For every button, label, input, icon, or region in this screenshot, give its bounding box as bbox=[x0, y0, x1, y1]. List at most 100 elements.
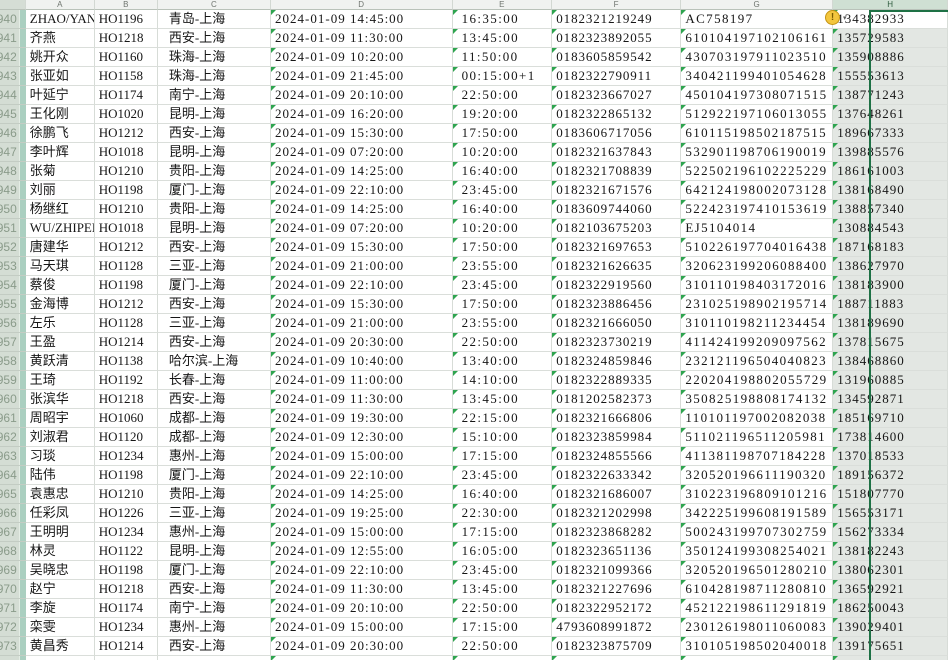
cell-arrival-time[interactable]: 23:55:00 bbox=[452, 257, 553, 276]
cell-departure-datetime[interactable]: 2024-01-09 20:30:00 bbox=[271, 333, 453, 352]
cell-name[interactable]: 刘淑君 bbox=[25, 428, 95, 447]
cell-id-number[interactable]: 350825198808174132 bbox=[681, 390, 834, 409]
cell-flight-number[interactable]: HO1174 bbox=[94, 86, 158, 105]
cell-flight-number[interactable]: HO1160 bbox=[94, 48, 158, 67]
cell-phone-number[interactable]: 138189690 bbox=[833, 314, 948, 333]
cell-route[interactable] bbox=[157, 656, 272, 660]
cell-name[interactable]: 吴晓忠 bbox=[25, 561, 95, 580]
cell-flight-number[interactable]: HO1128 bbox=[94, 314, 158, 333]
cell-route[interactable]: 成都-上海 bbox=[157, 428, 272, 447]
cell-departure-datetime[interactable]: 2024-01-09 11:30:00 bbox=[271, 390, 453, 409]
row-header[interactable]: 959 bbox=[0, 371, 26, 390]
cell-departure-datetime[interactable]: 2024-01-09 07:20:00 bbox=[271, 219, 453, 238]
cell-route[interactable]: 西安-上海 bbox=[157, 580, 272, 599]
row-header[interactable]: 967 bbox=[0, 523, 26, 542]
cell-departure-datetime[interactable]: 2024-01-09 20:10:00 bbox=[271, 599, 453, 618]
cell-id-number[interactable]: 610428198711280810 bbox=[681, 580, 834, 599]
cell-name[interactable]: 王盈 bbox=[25, 333, 95, 352]
cell-phone-number[interactable]: 156273334 bbox=[833, 523, 948, 542]
cell-phone-number[interactable]: 186161003 bbox=[833, 162, 948, 181]
cell-route[interactable]: 三亚-上海 bbox=[157, 314, 272, 333]
row-header[interactable]: 940 bbox=[0, 10, 26, 29]
cell-name[interactable]: 陆伟 bbox=[25, 466, 95, 485]
cell-phone-number[interactable]: 138468860 bbox=[833, 352, 948, 371]
cell-phone-number[interactable]: 156553171 bbox=[833, 504, 948, 523]
cell-route[interactable]: 三亚-上海 bbox=[157, 504, 272, 523]
cell-route[interactable]: 贵阳-上海 bbox=[157, 200, 272, 219]
cell-departure-datetime[interactable]: 2024-01-09 14:45:00 bbox=[271, 10, 453, 29]
cell-arrival-time[interactable] bbox=[452, 656, 553, 660]
cell-route[interactable]: 贵阳-上海 bbox=[157, 162, 272, 181]
cell-route[interactable]: 昆明-上海 bbox=[157, 542, 272, 561]
cell-name[interactable]: 黄跃清 bbox=[25, 352, 95, 371]
cell-name[interactable]: 杨继红 bbox=[25, 200, 95, 219]
cell-departure-datetime[interactable]: 2024-01-09 20:10:00 bbox=[271, 86, 453, 105]
cell-ticket-number[interactable]: 0182324859846 bbox=[552, 352, 682, 371]
cell-arrival-time[interactable]: 16:35:00 bbox=[452, 10, 553, 29]
cell-id-number[interactable]: 110101197002082038 bbox=[681, 409, 834, 428]
cell-departure-datetime[interactable]: 2024-01-09 14:25:00 bbox=[271, 162, 453, 181]
cell-id-number[interactable]: 500243199707302759 bbox=[681, 523, 834, 542]
cell-phone-number[interactable]: 189156372 bbox=[833, 466, 948, 485]
cell-name[interactable]: 张滨华 bbox=[25, 390, 95, 409]
cell-flight-number[interactable]: HO1120 bbox=[94, 428, 158, 447]
cell-phone-number[interactable]: 138857340 bbox=[833, 200, 948, 219]
cell-arrival-time[interactable]: 00:15:00+1 bbox=[452, 67, 553, 86]
row-header[interactable]: 962 bbox=[0, 428, 26, 447]
row-header[interactable]: 965 bbox=[0, 485, 26, 504]
cell-arrival-time[interactable]: 22:15:00 bbox=[452, 409, 553, 428]
cell-phone-number[interactable]: 173814600 bbox=[833, 428, 948, 447]
cell-id-number[interactable]: 320520196611190320 bbox=[681, 466, 834, 485]
cell-ticket-number[interactable]: 0183609744060 bbox=[552, 200, 682, 219]
cell-arrival-time[interactable]: 22:30:00 bbox=[452, 504, 553, 523]
cell-route[interactable]: 青岛-上海 bbox=[157, 10, 272, 29]
cell-arrival-time[interactable]: 16:40:00 bbox=[452, 162, 553, 181]
cell-arrival-time[interactable]: 17:50:00 bbox=[452, 124, 553, 143]
column-header-b[interactable]: B bbox=[94, 0, 158, 10]
cell-id-number[interactable]: 320520196501280210 bbox=[681, 561, 834, 580]
cell-ticket-number[interactable]: 0182321219249 bbox=[552, 10, 682, 29]
cell-ticket-number[interactable]: 0183606717056 bbox=[552, 124, 682, 143]
cell-arrival-time[interactable]: 23:45:00 bbox=[452, 466, 553, 485]
cell-departure-datetime[interactable]: 2024-01-09 22:10:00 bbox=[271, 561, 453, 580]
cell-route[interactable]: 惠州-上海 bbox=[157, 447, 272, 466]
cell-phone-number[interactable] bbox=[833, 656, 948, 660]
cell-name[interactable]: 徐鹏飞 bbox=[25, 124, 95, 143]
cell-name[interactable]: 王化刚 bbox=[25, 105, 95, 124]
cell-departure-datetime[interactable]: 2024-01-09 15:00:00 bbox=[271, 523, 453, 542]
cell-name[interactable]: 王琦 bbox=[25, 371, 95, 390]
cell-name[interactable]: 唐建华 bbox=[25, 238, 95, 257]
cell-id-number[interactable]: 310110198403172016 bbox=[681, 276, 834, 295]
cell-name[interactable]: 齐燕 bbox=[25, 29, 95, 48]
cell-phone-number[interactable]: 135729583 bbox=[833, 29, 948, 48]
cell-ticket-number[interactable]: 0182321697653 bbox=[552, 238, 682, 257]
cell-arrival-time[interactable]: 16:05:00 bbox=[452, 542, 553, 561]
cell-flight-number[interactable]: HO1226 bbox=[94, 504, 158, 523]
cell-departure-datetime[interactable]: 2024-01-09 12:55:00 bbox=[271, 542, 453, 561]
cell-arrival-time[interactable]: 23:55:00 bbox=[452, 314, 553, 333]
cell-departure-datetime[interactable]: 2024-01-09 21:00:00 bbox=[271, 257, 453, 276]
cell-route[interactable]: 昆明-上海 bbox=[157, 143, 272, 162]
error-smart-tag-button[interactable]: ! ▾ bbox=[825, 9, 847, 26]
cell-departure-datetime[interactable]: 2024-01-09 22:10:00 bbox=[271, 276, 453, 295]
cell-departure-datetime[interactable]: 2024-01-09 15:30:00 bbox=[271, 295, 453, 314]
cell-route[interactable]: 珠海-上海 bbox=[157, 67, 272, 86]
cell-ticket-number[interactable]: 0182323875709 bbox=[552, 637, 682, 656]
cell-id-number[interactable]: 340421199401054628 bbox=[681, 67, 834, 86]
cell-name[interactable]: 叶延宁 bbox=[25, 86, 95, 105]
cell-route[interactable]: 西安-上海 bbox=[157, 295, 272, 314]
cell-phone-number[interactable]: 137815675 bbox=[833, 333, 948, 352]
cell-route[interactable]: 厦门-上海 bbox=[157, 466, 272, 485]
cell-flight-number[interactable]: HO1210 bbox=[94, 485, 158, 504]
cell-ticket-number[interactable]: 4793608991872 bbox=[552, 618, 682, 637]
row-header[interactable]: 963 bbox=[0, 447, 26, 466]
cell-phone-number[interactable]: 138627970 bbox=[833, 257, 948, 276]
cell-arrival-time[interactable]: 17:50:00 bbox=[452, 238, 553, 257]
cell-arrival-time[interactable]: 23:45:00 bbox=[452, 276, 553, 295]
cell-phone-number[interactable]: 134592871 bbox=[833, 390, 948, 409]
cell-ticket-number[interactable]: 0182321686007 bbox=[552, 485, 682, 504]
column-header-e[interactable]: E bbox=[452, 0, 552, 10]
cell-departure-datetime[interactable]: 2024-01-09 20:30:00 bbox=[271, 637, 453, 656]
cell-departure-datetime[interactable]: 2024-01-09 10:20:00 bbox=[271, 48, 453, 67]
cell-ticket-number[interactable]: 0182322889335 bbox=[552, 371, 682, 390]
